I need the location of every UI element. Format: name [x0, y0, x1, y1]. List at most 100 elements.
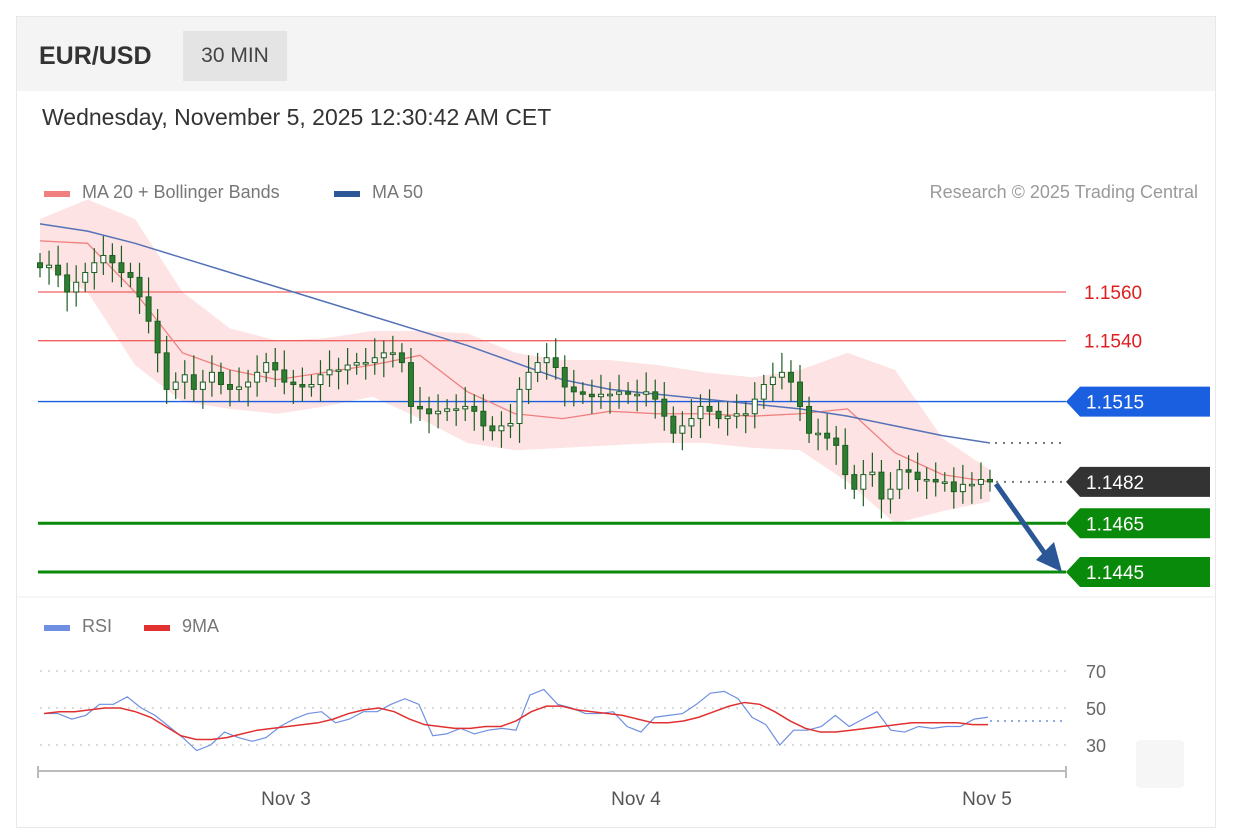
- candle-body: [697, 405, 704, 420]
- candle-body: [299, 384, 306, 388]
- candle-body: [742, 413, 749, 416]
- candle-body: [959, 483, 966, 493]
- candle-body: [561, 366, 568, 388]
- candle-body: [426, 408, 433, 415]
- candle-body: [489, 425, 496, 432]
- candle-body: [498, 425, 505, 432]
- ma50-legend-label: MA 50: [372, 182, 424, 202]
- candle-body: [145, 296, 152, 322]
- candle-body: [154, 320, 161, 354]
- candle-body: [932, 478, 939, 483]
- candle-body: [37, 262, 43, 269]
- candle-body: [896, 469, 903, 490]
- candle-body: [263, 362, 270, 373]
- support-level-label: 1.1445: [1086, 563, 1144, 584]
- candle-body: [217, 371, 224, 386]
- ma20-legend-swatch: [44, 191, 70, 197]
- candle-body: [344, 364, 351, 371]
- candle-body: [435, 410, 442, 415]
- candle-body: [977, 478, 984, 485]
- candle-body: [380, 352, 387, 359]
- candle-body: [806, 405, 813, 434]
- candle-body: [444, 408, 451, 412]
- candle-body: [91, 262, 98, 274]
- candle-body: [208, 371, 215, 383]
- candle-body: [227, 384, 233, 390]
- candle-body: [543, 357, 550, 364]
- candle-body: [670, 415, 677, 434]
- candle-body: [941, 481, 948, 484]
- candle-body: [968, 483, 975, 487]
- pivot-level-tag: [1066, 386, 1210, 417]
- candle-body: [634, 393, 641, 397]
- forecast-arrow-shaft: [993, 482, 1051, 560]
- candle-body: [417, 405, 423, 410]
- candle-body: [46, 264, 53, 269]
- candle-body: [335, 369, 342, 372]
- candle-body: [688, 418, 695, 427]
- candle-body: [987, 478, 993, 483]
- forecast-arrow-head: [1036, 542, 1062, 572]
- candle-body: [245, 381, 252, 388]
- ma20-legend-label: MA 20 + Bollinger Bands: [82, 182, 280, 202]
- candle-body: [842, 444, 849, 476]
- candle-body: [254, 371, 261, 383]
- candle-body: [878, 471, 885, 500]
- candle-body: [281, 369, 288, 383]
- candle-body: [751, 398, 758, 415]
- candle-body: [597, 393, 604, 398]
- watermark-logo: [1136, 740, 1184, 788]
- candle-body: [317, 374, 324, 386]
- candle-body: [326, 369, 333, 376]
- candle-body: [778, 371, 785, 378]
- x-tick-label: Nov 5: [962, 789, 1012, 810]
- candle-body: [55, 264, 62, 276]
- candle-body: [136, 276, 143, 298]
- candle-body: [163, 352, 170, 390]
- candle-body: [534, 362, 541, 373]
- rsi-tick-label: 70: [1086, 662, 1106, 682]
- datetime-label: Wednesday, November 5, 2025 12:30:42 AM …: [42, 104, 552, 130]
- rsi-tick-label: 50: [1086, 699, 1106, 719]
- rsi-ma-legend-label: 9MA: [182, 616, 220, 636]
- candle-body: [272, 362, 279, 371]
- candle-body: [398, 352, 405, 364]
- last_price-level-label: 1.1482: [1086, 473, 1144, 494]
- candle-body: [190, 374, 197, 390]
- pair-title: EUR/USD: [39, 42, 152, 70]
- candle-body: [199, 381, 206, 390]
- candle-body: [787, 371, 794, 383]
- candle-body: [579, 391, 586, 395]
- candle-body: [308, 384, 315, 388]
- bollinger-band-area: [40, 199, 990, 524]
- candle-body: [869, 471, 876, 476]
- candle-body: [507, 422, 514, 427]
- candle-body: [815, 432, 822, 436]
- candle-body: [824, 432, 831, 439]
- candle-body: [362, 362, 369, 365]
- candle-body: [172, 381, 179, 390]
- candle-body: [607, 393, 613, 397]
- resistance-level-label: 1.1560: [1084, 283, 1142, 304]
- x-tick-label: Nov 3: [261, 789, 311, 810]
- candle-body: [462, 405, 469, 410]
- candle-body: [923, 478, 930, 482]
- support-level-tag: [1066, 557, 1210, 587]
- ma50-line: [39, 223, 991, 444]
- candle-body: [82, 272, 89, 283]
- candle-body: [616, 391, 623, 395]
- candle-body: [706, 405, 713, 412]
- candle-body: [181, 374, 188, 383]
- support-level-tag: [1066, 508, 1210, 539]
- timeframe-badge[interactable]: 30 MIN: [183, 31, 287, 81]
- candle-body: [389, 352, 396, 355]
- rsi-legend-swatch: [44, 625, 70, 631]
- rsi-tick-label: 30: [1086, 736, 1106, 756]
- candle-body: [643, 391, 650, 395]
- candle-body: [733, 413, 740, 417]
- candle-body: [109, 254, 116, 264]
- research-credit: Research © 2025 Trading Central: [929, 182, 1198, 202]
- candle-body: [73, 281, 80, 293]
- candle-body: [353, 362, 360, 366]
- candle-body: [480, 410, 487, 427]
